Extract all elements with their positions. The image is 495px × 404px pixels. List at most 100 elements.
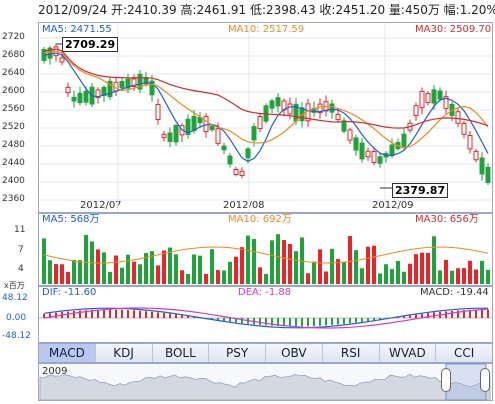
candle-body [287,103,293,115]
tab-rsi[interactable]: RSI [323,344,380,362]
dif-label: DIF: -11.60 [42,287,97,298]
candle-body [47,47,53,59]
candle-body [131,78,137,87]
tab-macd[interactable]: MACD [39,344,96,362]
candle-body [185,118,191,135]
indicator-tabs: MACD KDJ BOLL PSY OBV RSI WVAD CCI [38,343,493,363]
volume-bar [78,260,82,284]
candle-body [155,103,161,121]
vol-y-tick: 4 [18,264,24,274]
overview-year-label: 2009 [42,366,68,377]
tab-psy[interactable]: PSY [209,344,266,362]
tab-cci[interactable]: CCI [453,346,475,360]
candle-body [335,113,341,121]
candle-body [485,166,491,184]
tab-obv[interactable]: OBV [266,344,323,362]
navigator-window [445,363,487,401]
volume-bar [414,254,418,284]
volume-bar [150,251,154,284]
volume-bar [192,254,196,284]
volume-bar [462,268,466,284]
volume-bar [360,268,364,284]
candle-body [119,81,125,89]
candle-body [341,120,347,132]
volume-bar [114,255,118,284]
overview-sparkline [39,373,491,401]
candle-body [365,150,371,158]
high-price-callout: 2709.29 [62,37,119,52]
volume-bar [420,252,424,284]
volume-bar [444,259,448,284]
candle-body [371,151,377,163]
ma30-line [43,48,489,129]
candle-body [431,89,437,104]
volume-bar [264,273,268,284]
ma10-line [43,50,489,148]
volume-bar [84,234,88,284]
volume-bar [288,243,292,284]
volume-bar [174,254,178,284]
candle-body [359,142,365,160]
tab-kdj[interactable]: KDJ [96,344,153,362]
volume-bar [342,262,346,284]
volume-bar [306,273,310,284]
macd-chart-panel[interactable] [38,286,493,343]
volume-bar [180,270,184,284]
volume-bar [270,240,274,284]
volume-bar [60,264,64,284]
volume-bar [54,264,58,284]
candle-body [137,73,143,90]
candle-body [377,156,383,164]
volume-bar [120,267,124,284]
tab-boll[interactable]: BOLL [153,344,210,362]
volume-bar [480,260,484,284]
candle-body [389,144,395,157]
price-y-tick: 2520 [2,122,25,132]
volume-bar [474,269,478,284]
dea-label: DEA: -1.88 [238,287,292,298]
x-label-august: 2012/08 [223,200,265,211]
macd-label: MACD: -19.44 [420,287,489,298]
candle-body [239,170,245,176]
volume-bar [240,247,244,284]
volume-bar [258,267,262,284]
ma5-label: MA5: 2471.55 [42,24,112,35]
volume-bar [48,260,52,284]
navigator-left-handle[interactable] [441,368,451,392]
price-y-tick: 2680 [2,50,25,60]
candle-body [251,126,257,141]
navigator-right-handle[interactable] [480,368,490,392]
volume-bar [378,273,382,284]
quote-summary: 2012/09/24 开:2410.39 高:2461.91 低:2398.43… [38,3,495,17]
candle-body [161,133,167,139]
volume-bar [144,253,148,284]
candle-body [461,122,467,135]
price-y-tick: 2480 [2,140,25,150]
x-label-september: 2012/09 [372,200,414,211]
candle-body [215,128,221,144]
volume-bar [468,260,472,284]
ma5-line [43,52,489,162]
vol-ma5-label: MA5: 568万 [42,214,100,225]
candle-body [149,80,155,96]
volume-bar [408,263,412,284]
volume-bar [234,256,238,284]
tab-wvad[interactable]: WVAD [380,344,437,362]
volume-bar [276,234,280,284]
volume-bar [456,268,460,284]
volume-bar [450,270,454,284]
candle-body [275,97,281,107]
price-y-tick: 2360 [2,194,25,204]
volume-bar [96,249,100,284]
volume-bar [486,269,490,284]
ma10-label: MA10: 2517.59 [228,24,305,35]
macd-y-tick: 48.12 [2,293,28,303]
ma30-label: MA30: 2509.70 [415,24,492,35]
volume-ma-line [43,246,489,264]
candle-body [83,90,89,103]
volume-bar [324,271,328,284]
candle-body [209,125,215,131]
volume-bar [354,250,358,284]
volume-bar [162,250,166,284]
volume-bar [372,245,376,284]
